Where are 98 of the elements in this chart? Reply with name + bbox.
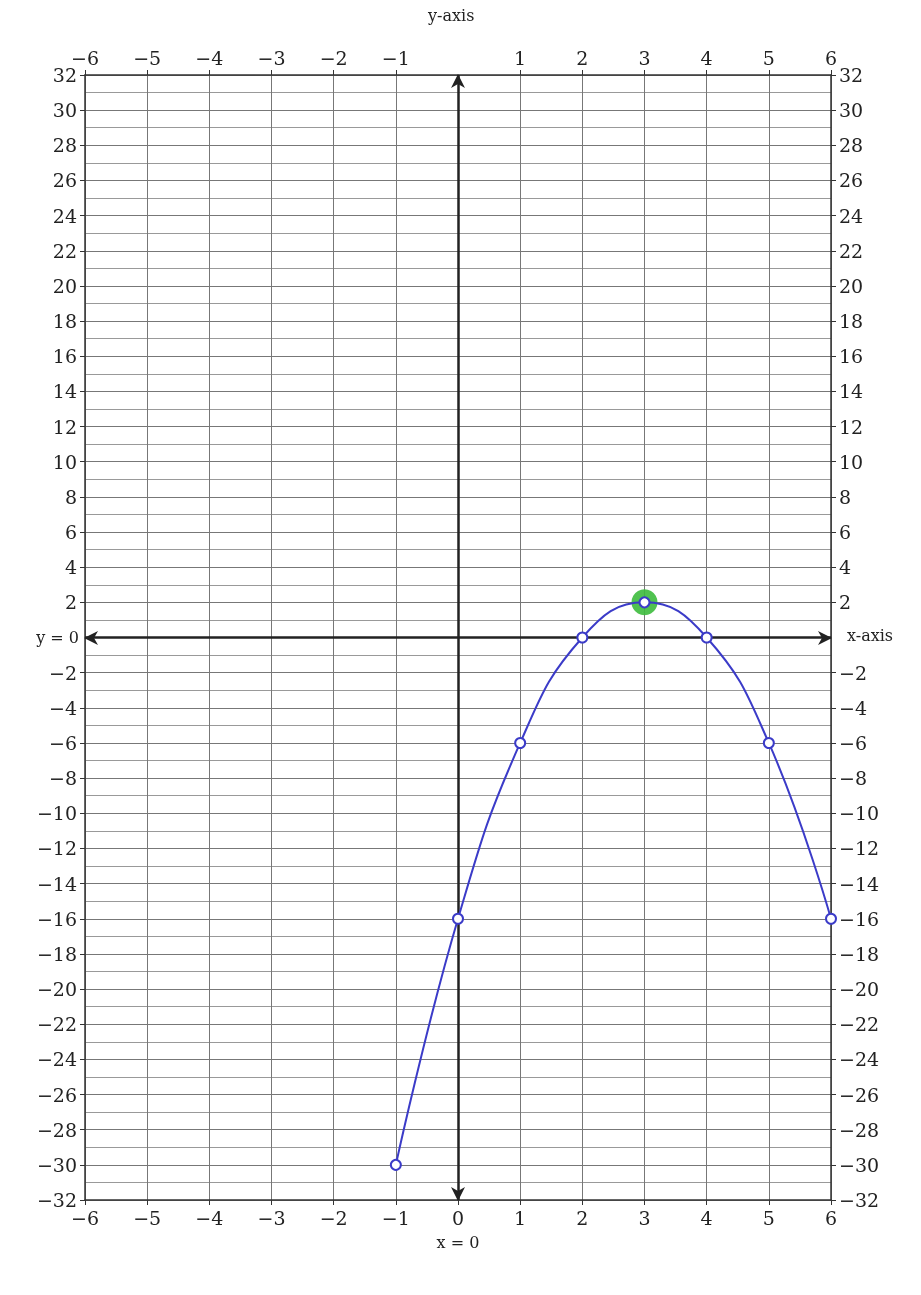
x-tick-label: 0: [451, 1206, 465, 1229]
y-tick-label: 26: [52, 169, 77, 192]
y2-tick-label: 8: [839, 485, 852, 508]
x-tick-label: 5: [762, 1206, 775, 1229]
x-tick-label: 2: [576, 1206, 589, 1229]
y2-tick-label: −2: [839, 661, 868, 684]
point: [762, 736, 775, 749]
point: [514, 736, 527, 749]
y-tick-label: 30: [52, 99, 77, 122]
y-tick-label: 10: [52, 450, 77, 473]
y2-tick-label: −32: [839, 1189, 880, 1211]
x2-tick-label: 6: [824, 46, 838, 69]
y-tick-label: −24: [36, 1048, 77, 1071]
y-tick-label: −14: [36, 872, 77, 895]
y2-tick-label: 32: [839, 64, 864, 86]
y2-tick-label: −28: [839, 1118, 880, 1141]
y-tick-label: −32: [36, 1189, 77, 1211]
y2-tick-label: −4: [839, 696, 868, 719]
x2-tick-label: 2: [576, 46, 589, 69]
y2-tick-label: 2: [839, 591, 852, 614]
y-tick-label: −30: [36, 1153, 77, 1176]
y-tick-label: 8: [64, 485, 77, 508]
y2-tick-label: −6: [839, 731, 868, 754]
y-tick-label: 22: [52, 239, 77, 262]
y2-tick-label: 4: [839, 556, 852, 579]
y-axis-title: y-axis: [427, 5, 475, 25]
y2-tick-label: −30: [839, 1153, 880, 1176]
ref-line-label: y = 0: [35, 628, 79, 647]
y2-tick-label: 26: [839, 169, 864, 192]
y-tick-label: 4: [64, 556, 77, 579]
y-tick-label: −28: [36, 1118, 77, 1141]
y-tick-label: 28: [52, 134, 77, 157]
y-tick-label: −16: [36, 907, 77, 930]
y2-tick-label: −22: [839, 1013, 880, 1036]
x-tick-label: −4: [195, 1206, 224, 1229]
y-tick-label: 18: [52, 310, 77, 333]
y2-tick-label: −20: [839, 978, 880, 1001]
y-tick-label: −12: [36, 837, 77, 860]
x2-tick-label: 4: [700, 46, 713, 69]
y2-tick-label: 10: [839, 450, 864, 473]
y-tick-label: 6: [64, 521, 77, 544]
y-tick-label: −22: [36, 1013, 77, 1036]
x2-tick-label: −1: [381, 46, 410, 69]
y2-tick-label: −18: [839, 942, 880, 965]
point: [825, 912, 837, 925]
y-tick-label: −10: [36, 802, 77, 825]
y-tick-label: −6: [48, 731, 77, 754]
y2-tick-label: 28: [839, 134, 864, 157]
y-tick-label: 12: [52, 415, 77, 438]
x-tick-label: −5: [133, 1206, 162, 1229]
point: [452, 912, 464, 925]
y2-tick-label: 22: [839, 239, 864, 262]
y-tick-label: 16: [52, 345, 77, 368]
point: [700, 631, 713, 644]
y2-tick-label: 18: [839, 310, 864, 333]
y2-tick-label: −14: [839, 872, 880, 895]
y-tick-label: 14: [52, 380, 77, 403]
y-tick-label: −26: [36, 1083, 77, 1106]
y2-tick-label: −8: [839, 767, 868, 790]
y-tick-label: 2: [64, 591, 77, 614]
x-tick-label: −2: [319, 1206, 348, 1229]
x2-tick-label: −3: [257, 46, 286, 69]
x-tick-label: 4: [700, 1206, 713, 1229]
y-tick-label: −8: [48, 767, 77, 790]
x-axis-title: x-axis: [847, 626, 894, 645]
x2-tick-label: 1: [514, 46, 527, 69]
y-tick-label: −18: [36, 942, 77, 965]
x2-tick-label: 5: [762, 46, 775, 69]
x-tick-label: 3: [638, 1206, 651, 1229]
x-tick-label: −1: [381, 1206, 410, 1229]
x-tick-label: 6: [824, 1206, 838, 1229]
y2-tick-label: 20: [839, 274, 864, 297]
y-tick-label: 20: [52, 274, 77, 297]
y2-tick-label: −12: [839, 837, 880, 860]
y2-tick-label: 6: [839, 521, 852, 544]
x2-tick-label: −5: [133, 46, 162, 69]
y-tick-label: 24: [52, 204, 77, 227]
point: [389, 1158, 402, 1171]
y-tick-label: 32: [52, 64, 77, 86]
y2-tick-label: −10: [839, 802, 880, 825]
x2-tick-label: −2: [319, 46, 348, 69]
x2-tick-label: 3: [638, 46, 651, 69]
y-tick-label: −4: [48, 696, 77, 719]
y2-tick-label: 30: [839, 99, 864, 122]
point: [576, 631, 589, 644]
x-tick-label: −3: [257, 1206, 286, 1229]
x-tick-label: 1: [514, 1206, 527, 1229]
y2-tick-label: 12: [839, 415, 864, 438]
y-tick-label: −2: [48, 661, 77, 684]
y2-tick-label: −26: [839, 1083, 880, 1106]
y2-tick-label: 16: [839, 345, 864, 368]
y2-tick-label: −16: [839, 907, 880, 930]
y2-tick-label: −24: [839, 1048, 880, 1071]
y-tick-label: −20: [36, 978, 77, 1001]
x2-tick-label: −4: [195, 46, 224, 69]
ref-line-label: x = 0: [436, 1232, 480, 1252]
y2-tick-label: 24: [839, 204, 864, 227]
y2-tick-label: 14: [839, 380, 864, 403]
